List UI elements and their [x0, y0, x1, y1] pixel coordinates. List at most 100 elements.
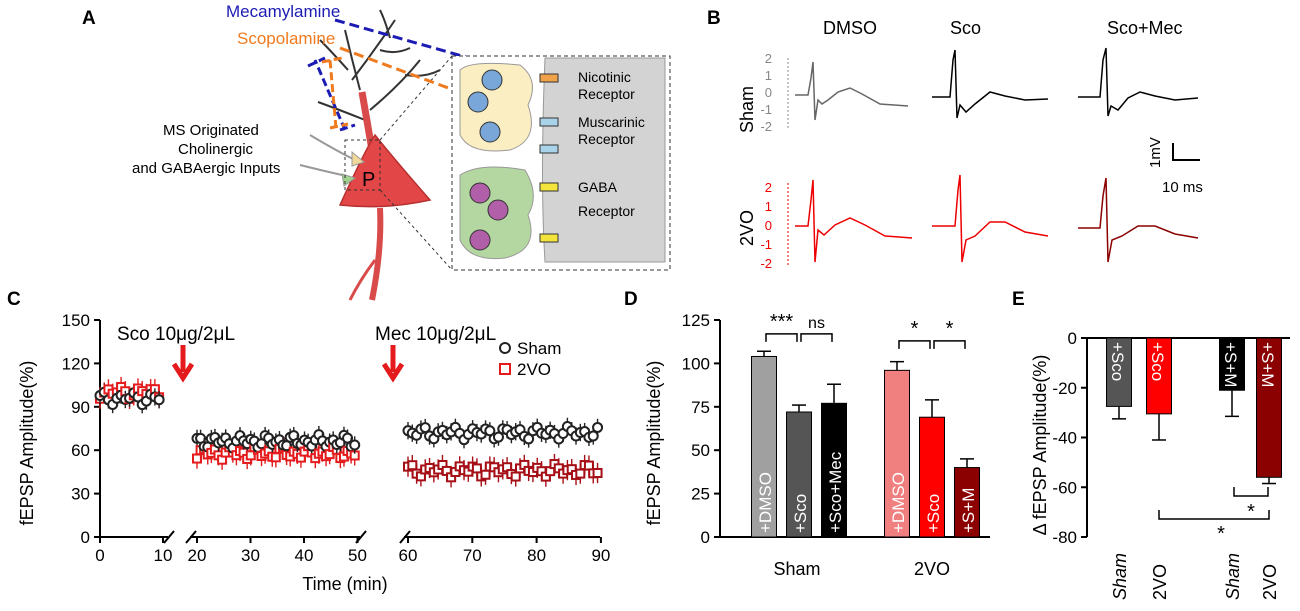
panel-c-label: C: [7, 289, 21, 310]
inputs-label-1: MS Originated: [163, 122, 259, 139]
mec-arrow: [381, 345, 405, 383]
2vo-point: [270, 452, 281, 463]
y-tick-label: 120: [62, 354, 90, 373]
significance-bracket: [933, 340, 966, 349]
2vo-point: [510, 471, 521, 482]
svg-text:2: 2: [765, 51, 772, 66]
x-tick-label: 70: [463, 546, 482, 565]
muscarinic-receptor-icon: [539, 144, 559, 154]
sham-voltage-axis: 2 1 0 -1 -2: [760, 51, 789, 134]
y-tick-label: 0: [81, 528, 90, 547]
bar-label: +S+M: [959, 488, 978, 533]
bar-label: +S+M: [1221, 342, 1240, 387]
legend: Sham 2VO: [499, 339, 561, 379]
y-tick-label: 30: [71, 485, 90, 504]
trace-2vo-sco: [932, 174, 1049, 263]
svg-text:1: 1: [765, 68, 772, 83]
y-tick-label: 75: [691, 398, 710, 417]
category-label: 2VO: [1260, 564, 1280, 600]
mecamylamine-pointer: [334, 18, 541, 80]
legend-sham-marker: [499, 342, 511, 354]
y-tick-label: 90: [71, 398, 90, 417]
axis-break: [399, 530, 411, 544]
gaba-receptor-icon: [539, 233, 559, 243]
group-label: 2VO: [914, 559, 950, 579]
sco-annotation: Sco 10μg/2μL: [117, 324, 235, 345]
bar: [919, 416, 945, 538]
bar: [1106, 337, 1132, 407]
2vo-point: [480, 469, 491, 480]
y-tick-label: 100: [682, 354, 710, 373]
svg-text:-2: -2: [760, 256, 772, 271]
bar: [786, 411, 812, 538]
panel-d-ylabel: fEPSP Amplitude(%): [644, 361, 664, 526]
bar-label: +Sco: [1108, 342, 1127, 381]
cholinergic-terminal: [459, 62, 533, 152]
x-tick-label: 20: [188, 546, 207, 565]
trace-sham-sco: [932, 49, 1049, 119]
x-tick-label: 30: [241, 546, 260, 565]
scopolamine-label: Scopolamine: [237, 29, 335, 48]
trace-2vo-sco-mec: [1078, 177, 1199, 263]
neuron-drawing: [299, 9, 453, 301]
nicotinic-label-1: Nicotinic: [578, 69, 631, 85]
mec-annotation: Mec 10μg/2μL: [375, 324, 496, 345]
legend-sham: Sham: [517, 339, 561, 358]
2vo-point: [592, 467, 603, 478]
panel-d-chart: D fEPSP Amplitude(%) 0 25 50 75 100 125 +DMSO +…: [624, 289, 990, 579]
vesicle: [481, 69, 503, 91]
trace-2vo-dmso: [795, 179, 913, 263]
svg-text:-2: -2: [760, 119, 772, 134]
trace-sham-sco-mec: [1078, 47, 1199, 117]
panel-a-label: A: [82, 8, 96, 29]
trace-sham-dmso: [795, 61, 909, 121]
y-tick-label: -60: [1052, 478, 1077, 497]
panel-c-chart: C fEPSP Amplitude(%) Time (min) Sco 10μg…: [7, 289, 610, 594]
bar-label: +Sco: [1148, 342, 1167, 381]
significance-label: *: [1247, 501, 1255, 523]
nicotinic-label-2: Receptor: [578, 86, 635, 102]
scale-bar: [1172, 143, 1200, 161]
panel-a: A P Mecamylamine Scopolamine MS Originat…: [82, 2, 671, 301]
bar-label: +DMSO: [756, 472, 775, 533]
pyramidal-cell-label: P: [362, 169, 375, 191]
bar: [1256, 337, 1282, 478]
condition-sco: Sco: [950, 18, 981, 38]
category-label: 2VO: [1150, 564, 1170, 600]
bar: [751, 355, 777, 538]
2vo-point: [471, 463, 482, 474]
inputs-label-2: Cholinergic: [178, 141, 254, 158]
bar: [1219, 337, 1245, 391]
svg-text:-1: -1: [760, 102, 772, 117]
group-label: Sham: [773, 559, 820, 579]
x-tick-label: 0: [95, 546, 104, 565]
y-tick-label: 60: [71, 441, 90, 460]
scale-bar-time: 10 ms: [1162, 179, 1203, 196]
legend-2vo: 2VO: [517, 360, 551, 379]
bar-label: +Sco: [924, 494, 943, 533]
significance-label: ***: [770, 311, 794, 333]
x-tick-label: 40: [295, 546, 314, 565]
y-tick-label: 50: [691, 441, 710, 460]
condition-sco-mec: Sco+Mec: [1107, 18, 1183, 38]
panel-b: B DMSO Sco Sco+Mec Sham 2VO 2 1 0 -1 -2 …: [707, 8, 1203, 271]
y-tick-label: 0: [701, 528, 710, 547]
significance-label: ns: [808, 315, 825, 332]
2vo-point: [575, 468, 586, 479]
panel-e-chart: E Δ fEPSP Amplitude(%) 0 -20 -40 -60 -80 +Sco…: [1012, 289, 1290, 600]
bar: [1146, 337, 1172, 415]
significance-label: *: [946, 318, 954, 340]
vesicle: [469, 182, 491, 204]
x-tick-label: 90: [591, 546, 610, 565]
svg-text:2: 2: [765, 180, 772, 195]
significance-bracket: [800, 333, 833, 342]
y-tick-label: -80: [1052, 528, 1077, 547]
bar-label: +DMSO: [889, 472, 908, 533]
y-tick-label: -40: [1052, 429, 1077, 448]
scopolamine-inhibition-line: [321, 56, 349, 130]
x-tick-label: 80: [527, 546, 546, 565]
2vo-point: [192, 453, 202, 464]
vesicle: [467, 91, 489, 113]
y-tick-label: 0: [1068, 329, 1077, 348]
